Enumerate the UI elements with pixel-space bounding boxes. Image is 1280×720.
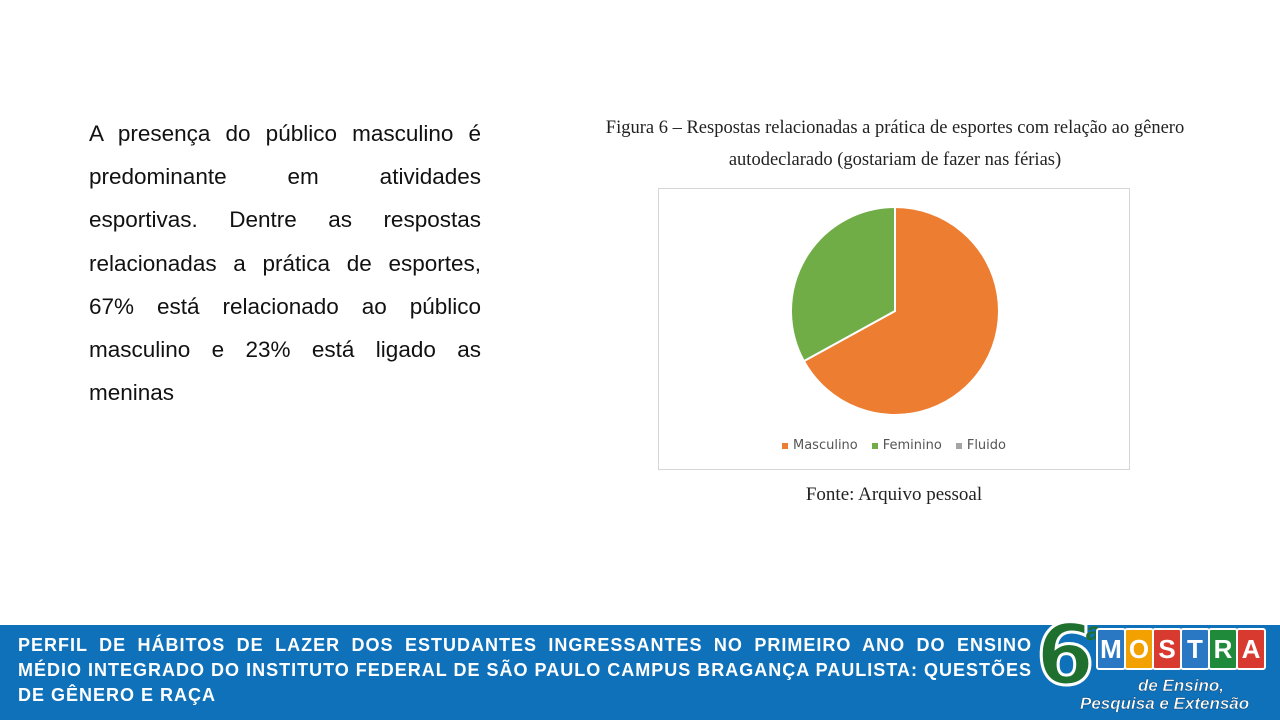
footer-bar: PERFIL DE HÁBITOS DE LAZER DOS ESTUDANTE…	[0, 625, 1280, 720]
body-text: A presença do público masculino é predom…	[89, 121, 481, 406]
logo-letter: T	[1180, 628, 1210, 670]
chart-legend: Masculino Feminino Fluido	[659, 438, 1129, 453]
logo-letter: R	[1208, 628, 1238, 670]
logo-letter: A	[1236, 628, 1266, 670]
legend-label: Feminino	[882, 438, 942, 453]
logo-letter: M	[1096, 628, 1126, 670]
legend-label: Fluido	[966, 438, 1006, 453]
pie-slice-masculino	[802, 205, 1000, 416]
pie-chart-svg	[790, 205, 1000, 416]
figure-source: Fonte: Arquivo pessoal	[805, 484, 983, 505]
legend-swatch	[781, 442, 788, 449]
footer-title: PERFIL DE HÁBITOS DE LAZER DOS ESTUDANTE…	[18, 635, 1032, 705]
legend-item-masculino: Masculino	[781, 438, 858, 453]
logo-subtitle-line1: de Ensino,	[1138, 676, 1224, 695]
legend-swatch	[871, 442, 878, 449]
legend-item-feminino: Feminino	[871, 438, 942, 453]
legend-label: Masculino	[792, 438, 858, 453]
logo-letter: O	[1124, 628, 1154, 670]
logo-numeral: 6	[1034, 606, 1095, 704]
legend-swatch	[955, 442, 962, 449]
logo-subtitle-line2: Pesquisa e Extensão	[1080, 694, 1250, 713]
pie-slice-feminino	[790, 205, 896, 363]
legend-item-fluido: Fluido	[955, 438, 1006, 453]
pie-chart: Masculino Feminino Fluido	[658, 188, 1130, 470]
figure-caption: Figura 6 – Respostas relacionadas a prát…	[605, 118, 1185, 170]
logo-letter: S	[1152, 628, 1182, 670]
